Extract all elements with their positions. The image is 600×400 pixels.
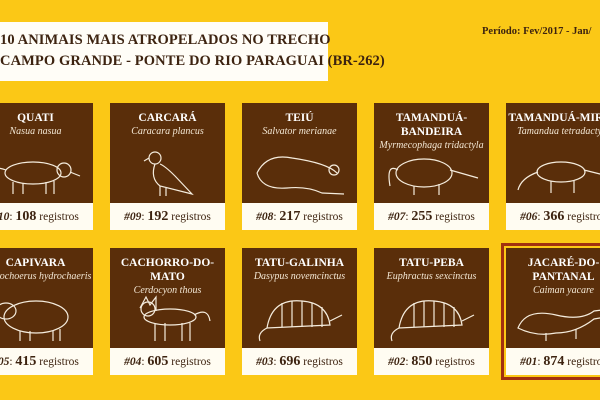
rank: #03 bbox=[256, 356, 274, 368]
unit-label: registros bbox=[435, 211, 475, 223]
scientific-name: Nasua nasua bbox=[9, 126, 62, 137]
scientific-name: Euphractus sexcinctus bbox=[386, 271, 477, 282]
unit-label: registros bbox=[303, 356, 343, 368]
scientific-name: Hydrochoerus hydrochaeris bbox=[0, 271, 92, 282]
rank: #02 bbox=[388, 356, 406, 368]
animal-card: TEIÚ Salvator merianae #08: 217 registro… bbox=[242, 103, 357, 230]
rank: #06 bbox=[520, 211, 538, 223]
capybara-icon bbox=[0, 300, 69, 341]
animal-card: CAPIVARA Hydrochoerus hydrochaeris #05: … bbox=[0, 248, 93, 375]
animal-name: CACHORRO-DO-MATO bbox=[120, 257, 215, 283]
giant-anteater-icon bbox=[388, 158, 479, 195]
count: 696 bbox=[279, 354, 301, 369]
scientific-name: Salvator merianae bbox=[262, 126, 337, 137]
scientific-name: Tamandua tetradactyla bbox=[517, 126, 600, 137]
record-count: #03: 696 registros bbox=[242, 348, 357, 375]
count: 255 bbox=[411, 209, 433, 224]
count: 850 bbox=[411, 354, 433, 369]
record-count: #04: 605 registros bbox=[110, 348, 225, 375]
animal-name: CAPIVARA bbox=[5, 257, 66, 269]
scientific-name: Dasypus novemcinctus bbox=[253, 271, 346, 282]
animal-card: TAMANDUÁ-BANDEIRA Myrmecophaga tridactyl… bbox=[374, 103, 489, 230]
unit-label: registros bbox=[39, 211, 79, 223]
record-count: #10: 108 registros bbox=[0, 203, 93, 230]
period-label: Período: Fev/2017 - Jan/ bbox=[482, 26, 592, 37]
animal-card: CARCARÁ Caracara plancus #09: 192 regist… bbox=[110, 103, 225, 230]
animal-card: TAMANDUÁ-MIRIM Tamandua tetradactyla #06… bbox=[506, 103, 600, 230]
record-count: #01: 874 registros bbox=[506, 348, 600, 375]
scientific-name: Myrmecophaga tridactyla bbox=[379, 140, 484, 151]
unit-label: registros bbox=[435, 356, 475, 368]
armadillo-icon bbox=[390, 300, 475, 342]
rank: #09 bbox=[124, 211, 142, 223]
rank: #10 bbox=[0, 211, 10, 223]
armadillo-icon bbox=[258, 300, 343, 342]
count: 366 bbox=[543, 209, 565, 224]
animal-card: TATU-PEBA Euphractus sexcinctus #02: 850… bbox=[374, 248, 489, 375]
coati-icon bbox=[0, 161, 81, 194]
count: 605 bbox=[147, 354, 169, 369]
title-box: 10 ANIMAIS MAIS ATROPELADOS NO TRECHO CA… bbox=[0, 22, 385, 81]
count: 415 bbox=[15, 354, 37, 369]
caiman-icon bbox=[517, 309, 600, 341]
record-count: #08: 217 registros bbox=[242, 203, 357, 230]
animal-name: TATU-PEBA bbox=[399, 257, 464, 269]
scientific-name: Caiman yacare bbox=[532, 285, 594, 296]
animal-card: QUATI Nasua nasua #10: 108 registros bbox=[0, 103, 93, 230]
record-count: #09: 192 registros bbox=[110, 203, 225, 230]
scientific-name: Caracara plancus bbox=[131, 126, 204, 137]
unit-label: registros bbox=[171, 356, 211, 368]
caracara-icon bbox=[143, 151, 194, 196]
animal-name: TAMANDUÁ-BANDEIRA bbox=[395, 112, 468, 138]
rank: #04 bbox=[124, 356, 142, 368]
animal-card: TATU-GALINHA Dasypus novemcinctus #03: 6… bbox=[242, 248, 357, 375]
rank: #07 bbox=[388, 211, 406, 223]
record-count: #05: 415 registros bbox=[0, 348, 93, 375]
rank: #08 bbox=[256, 211, 274, 223]
record-count: #07: 255 registros bbox=[374, 203, 489, 230]
count: 217 bbox=[279, 209, 301, 224]
tegu-icon bbox=[256, 156, 345, 195]
unit-label: registros bbox=[39, 356, 79, 368]
title-line-2: CAMPO GRANDE - PONTE DO RIO PARAGUAI (BR… bbox=[0, 53, 385, 69]
unit-label: registros bbox=[303, 211, 343, 223]
rank: #05 bbox=[0, 356, 10, 368]
unit-label: registros bbox=[567, 211, 600, 223]
animal-name: TEIÚ bbox=[285, 112, 314, 124]
count: 108 bbox=[15, 209, 37, 224]
tamandua-icon bbox=[517, 161, 600, 193]
scientific-name: Cerdocyon thous bbox=[133, 285, 202, 296]
animal-card: JACARÉ-DO-PANTANAL Caiman yacare #01: 87… bbox=[501, 243, 600, 380]
animal-name: CARCARÁ bbox=[138, 112, 197, 124]
title-line-1: 10 ANIMAIS MAIS ATROPELADOS NO TRECHO bbox=[0, 32, 331, 48]
crab-eating-fox-icon bbox=[139, 295, 211, 341]
animal-name: TATU-GALINHA bbox=[254, 257, 345, 269]
animal-card: CACHORRO-DO-MATO Cerdocyon thous #04: 60… bbox=[110, 248, 225, 375]
animal-name: TAMANDUÁ-MIRIM bbox=[508, 112, 600, 124]
unit-label: registros bbox=[171, 211, 211, 223]
count: 874 bbox=[543, 354, 565, 369]
count: 192 bbox=[147, 209, 169, 224]
record-count: #02: 850 registros bbox=[374, 348, 489, 375]
record-count: #06: 366 registros bbox=[506, 203, 600, 230]
animal-name: QUATI bbox=[17, 112, 54, 124]
unit-label: registros bbox=[567, 356, 600, 368]
animal-name: JACARÉ-DO-PANTANAL bbox=[527, 257, 600, 283]
rank: #01 bbox=[520, 356, 538, 368]
